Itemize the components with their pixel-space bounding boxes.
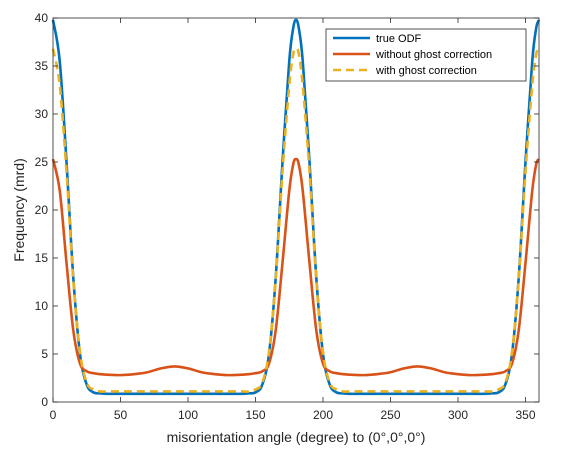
y-tick-label: 35	[35, 59, 49, 73]
x-tick-label: 0	[50, 408, 57, 422]
x-tick-label: 200	[313, 408, 333, 422]
plot-area	[53, 18, 539, 402]
x-tick-label: 150	[245, 408, 265, 422]
x-axis-label: misorientation angle (degree) to (0°,0°,…	[167, 429, 426, 445]
series-line-1	[51, 18, 541, 396]
y-tick-label: 5	[41, 347, 48, 361]
legend-label-2: without ghost correction	[375, 49, 492, 61]
y-tick-label: 25	[35, 155, 49, 169]
series-line-2	[51, 157, 541, 377]
x-tick-label: 250	[380, 408, 400, 422]
series-line-3	[51, 47, 541, 393]
series-layer	[51, 18, 541, 396]
tick-layer: 0 50 100 150 200 250 300 350 0 5 10 15 20 25 30 35 40	[35, 11, 539, 422]
x-tick-label: 300	[448, 408, 468, 422]
y-tick-label: 40	[35, 11, 49, 25]
legend: true ODF without ghost correction with gho…	[325, 28, 527, 82]
x-tick-label: 350	[515, 408, 535, 422]
y-tick-label: 0	[41, 395, 48, 409]
x-tick-label: 100	[178, 408, 198, 422]
y-tick-label: 10	[35, 299, 49, 313]
y-tick-label: 15	[35, 251, 49, 265]
x-tick-label: 50	[114, 408, 128, 422]
legend-entries: true ODF without ghost correction with gho…	[333, 33, 492, 77]
legend-label-1: true ODF	[376, 33, 422, 45]
y-axis-label: Frequency (mrd)	[11, 158, 27, 261]
y-tick-label: 20	[35, 203, 49, 217]
y-tick-label: 30	[35, 107, 49, 121]
legend-label-3: with ghost correction	[375, 65, 477, 77]
axes-box	[52, 17, 540, 403]
